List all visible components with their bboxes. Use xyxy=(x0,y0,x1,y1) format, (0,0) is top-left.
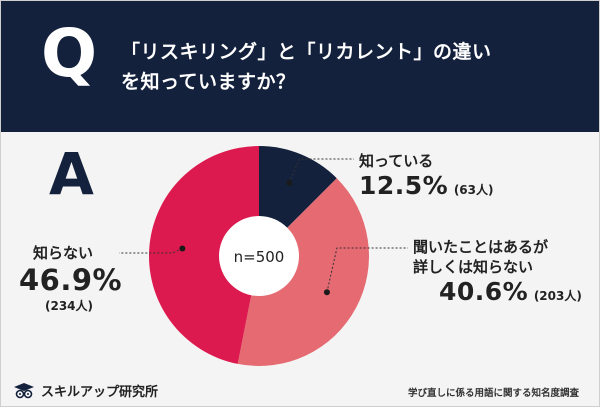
pie-slice xyxy=(148,146,259,364)
slice-percent: 46.9% xyxy=(19,263,123,297)
slice-count: (63人) xyxy=(453,183,494,197)
center-label: n=500 xyxy=(234,248,285,266)
question-header: Q 「リスキリング」と「リカレント」の違い を知っていますか？ xyxy=(1,1,599,132)
q-letter: Q xyxy=(41,15,98,92)
question-line-2: を知っていますか？ xyxy=(121,71,296,93)
a-letter: A xyxy=(49,140,94,208)
slice-name-line2: 詳しくは知らない xyxy=(413,258,534,276)
pie-slice xyxy=(237,178,369,366)
slice-name: 知らない xyxy=(33,244,94,262)
question-text: 「リスキリング」と「リカレント」の違い を知っていますか？ xyxy=(121,37,492,97)
slice-percent: 12.5% xyxy=(359,171,449,200)
question-line-1: 「リスキリング」と「リカレント」の違い xyxy=(121,41,492,63)
brand-name: スキルアップ研究所 xyxy=(41,385,159,400)
owl-icon xyxy=(14,382,34,398)
donut-hole xyxy=(219,216,299,296)
survey-note: 学び直しに係る用語に関する知名度調査 xyxy=(407,388,579,399)
leader-line xyxy=(326,247,408,293)
slice-count: (234人) xyxy=(45,299,94,313)
label-know: 知っている 12.5% (63人) xyxy=(359,151,493,201)
slice-name: 聞いたことはあるが xyxy=(413,238,549,256)
brand-logo: スキルアップ研究所 xyxy=(13,381,158,400)
slice-count: (203人) xyxy=(533,289,582,303)
label-dont-know: 知らない 46.9% (234人) xyxy=(19,243,122,314)
leader-line xyxy=(288,158,354,184)
leader-dot xyxy=(286,179,293,186)
label-heard-but-unsure: 聞いたことはあるが 詳しくは知らない 40.6% (203人) xyxy=(413,237,582,307)
slice-percent: 40.6% xyxy=(439,277,529,306)
slice-name: 知っている xyxy=(359,152,434,170)
leader-dot xyxy=(323,289,330,296)
leader-dot xyxy=(179,245,186,252)
leader-lines xyxy=(119,158,408,296)
